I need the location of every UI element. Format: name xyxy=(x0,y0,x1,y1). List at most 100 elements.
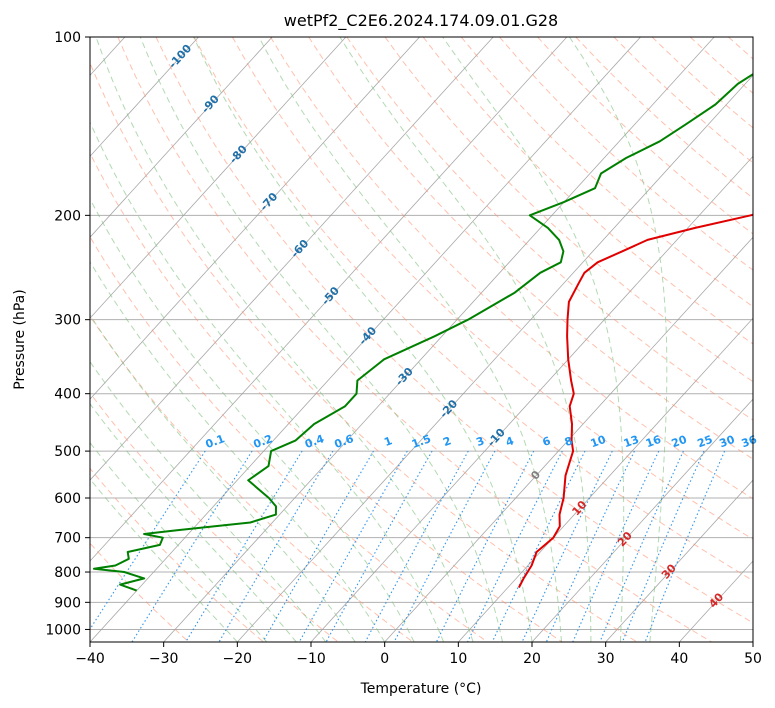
moist-adiabat-line xyxy=(90,314,356,642)
mixing-ratio-line xyxy=(435,450,535,642)
y-tick-label: 300 xyxy=(54,313,81,329)
mixing-ratio-label: 0.2 xyxy=(252,432,275,451)
mixing-ratio-label: 10 xyxy=(589,433,608,451)
mixing-ratio-label: 25 xyxy=(696,433,715,450)
mixing-ratio-line xyxy=(467,450,563,642)
isotherm-line xyxy=(90,37,347,319)
dry-adiabat-line xyxy=(384,37,753,383)
mixing-ratio-line xyxy=(393,450,496,642)
y-tick-label: 400 xyxy=(54,387,81,403)
temperature-profile-line xyxy=(518,213,753,589)
y-tick-label: 200 xyxy=(54,208,81,224)
isotherm-line xyxy=(237,74,753,642)
dry-adiabat-line xyxy=(155,37,753,624)
moist-adiabat-line xyxy=(193,37,533,642)
y-tick-label: 1000 xyxy=(45,622,81,638)
isotherm-line xyxy=(752,641,753,642)
line-labels: -100-90-80-70-60-50-40-30-20-10010203040… xyxy=(166,42,759,611)
y-tick-label: 700 xyxy=(54,531,81,547)
moist-adiabat-line xyxy=(258,37,562,642)
dry-adiabat-line xyxy=(767,37,775,642)
x-axis-title: Temperature (°C) xyxy=(360,681,482,697)
dry-adiabat-line xyxy=(231,37,753,540)
dry-adiabat-line xyxy=(90,467,264,642)
dry-adiabat-line xyxy=(90,152,563,642)
mixing-ratio-line xyxy=(572,450,660,642)
dry-adiabat-line xyxy=(90,235,488,642)
mixing-ratio-label: 36 xyxy=(740,433,759,451)
mixing-ratio-label: 8 xyxy=(563,434,575,449)
dry-adiabat-line xyxy=(575,37,753,199)
isotherm-line xyxy=(90,37,568,562)
moist-adiabat-line xyxy=(90,403,297,642)
mixing-ratio-label: 30 xyxy=(718,433,737,451)
moist-adiabat-line xyxy=(90,478,238,642)
mixing-ratio-line xyxy=(325,450,433,642)
isotherm-line xyxy=(605,479,753,642)
mixing-ratio-label: 20 xyxy=(670,433,689,451)
isotherm-line xyxy=(90,37,420,400)
isotherm-line xyxy=(458,317,753,642)
dry-adiabat-line xyxy=(537,37,753,235)
x-tick-label: −20 xyxy=(223,651,253,667)
mixing-ratio-line xyxy=(545,450,635,642)
moist-adiabat-line xyxy=(139,37,503,642)
mixing-ratio-label: 0.1 xyxy=(204,432,227,451)
mixing-ratio-label: 3 xyxy=(474,434,486,449)
isotherm-line xyxy=(90,37,641,642)
moist-adiabat-line xyxy=(90,197,415,642)
isotherm-line xyxy=(531,398,753,642)
mixing-ratio-label: 0.4 xyxy=(303,432,326,451)
dry-adiabat-line xyxy=(90,542,190,642)
y-tick-label: 800 xyxy=(54,565,81,581)
x-tick-label: 50 xyxy=(744,651,762,667)
dry-adiabat-line xyxy=(90,315,414,642)
mixing-ratio-label: 1 xyxy=(382,434,394,449)
y-tick-label: 600 xyxy=(54,491,81,507)
y-tick-label: 900 xyxy=(54,595,81,611)
dry-adiabat-line xyxy=(90,392,339,642)
mixing-ratio-label: 4 xyxy=(504,434,516,449)
mixing-ratio-line xyxy=(298,450,408,642)
y-tick-label: 500 xyxy=(54,444,81,460)
dry-adiabat-line xyxy=(270,37,753,500)
mixing-ratio-line xyxy=(599,450,684,642)
mixing-ratio-label: 2 xyxy=(441,434,453,449)
dry-adiabat-line xyxy=(193,37,753,582)
isotherm-line xyxy=(90,37,494,481)
mixing-ratio-line xyxy=(185,450,303,642)
mixing-ratio-line xyxy=(131,450,253,642)
dry-adiabat-line xyxy=(460,37,753,308)
moist-adiabat-line xyxy=(90,120,445,642)
x-tick-label: −30 xyxy=(149,651,179,667)
x-tick-label: 40 xyxy=(670,651,688,667)
mixing-ratio-label: 0.6 xyxy=(333,432,356,451)
plot-frame xyxy=(89,36,754,643)
isotherm-line xyxy=(163,37,715,642)
dry-adiabat-line xyxy=(346,37,753,421)
chart-title: wetPf2_C2E6.2024.174.09.01.G28 xyxy=(284,11,558,31)
sounding-curves xyxy=(93,73,753,592)
mixing-ratio-label: 1.5 xyxy=(410,432,433,451)
moist-adiabat-line xyxy=(339,37,592,642)
dry-adiabat-line xyxy=(651,37,753,129)
axes: −40 −30 −20 −10 0 10 20 30 40 5010020030040050060… xyxy=(45,30,762,667)
mixing-ratio-label: 13 xyxy=(622,433,641,450)
dry-adiabat-line xyxy=(689,37,753,94)
x-tick-label: −10 xyxy=(296,651,326,667)
mixing-ratio-line xyxy=(90,450,206,631)
mixing-ratio-line xyxy=(521,450,613,642)
dry-adiabat-line xyxy=(308,37,753,460)
mixing-ratio-line xyxy=(218,450,334,642)
dry-adiabat-line xyxy=(728,37,753,60)
x-tick-label: 10 xyxy=(449,651,467,667)
isotherm-line xyxy=(90,37,273,238)
mixing-ratio-line xyxy=(364,450,469,642)
moist-adiabat-line xyxy=(90,360,327,642)
moist-adiabat-line xyxy=(569,37,668,642)
x-tick-label: 0 xyxy=(380,651,389,667)
moist-adiabat-line xyxy=(442,37,625,642)
x-tick-label: 20 xyxy=(523,651,541,667)
